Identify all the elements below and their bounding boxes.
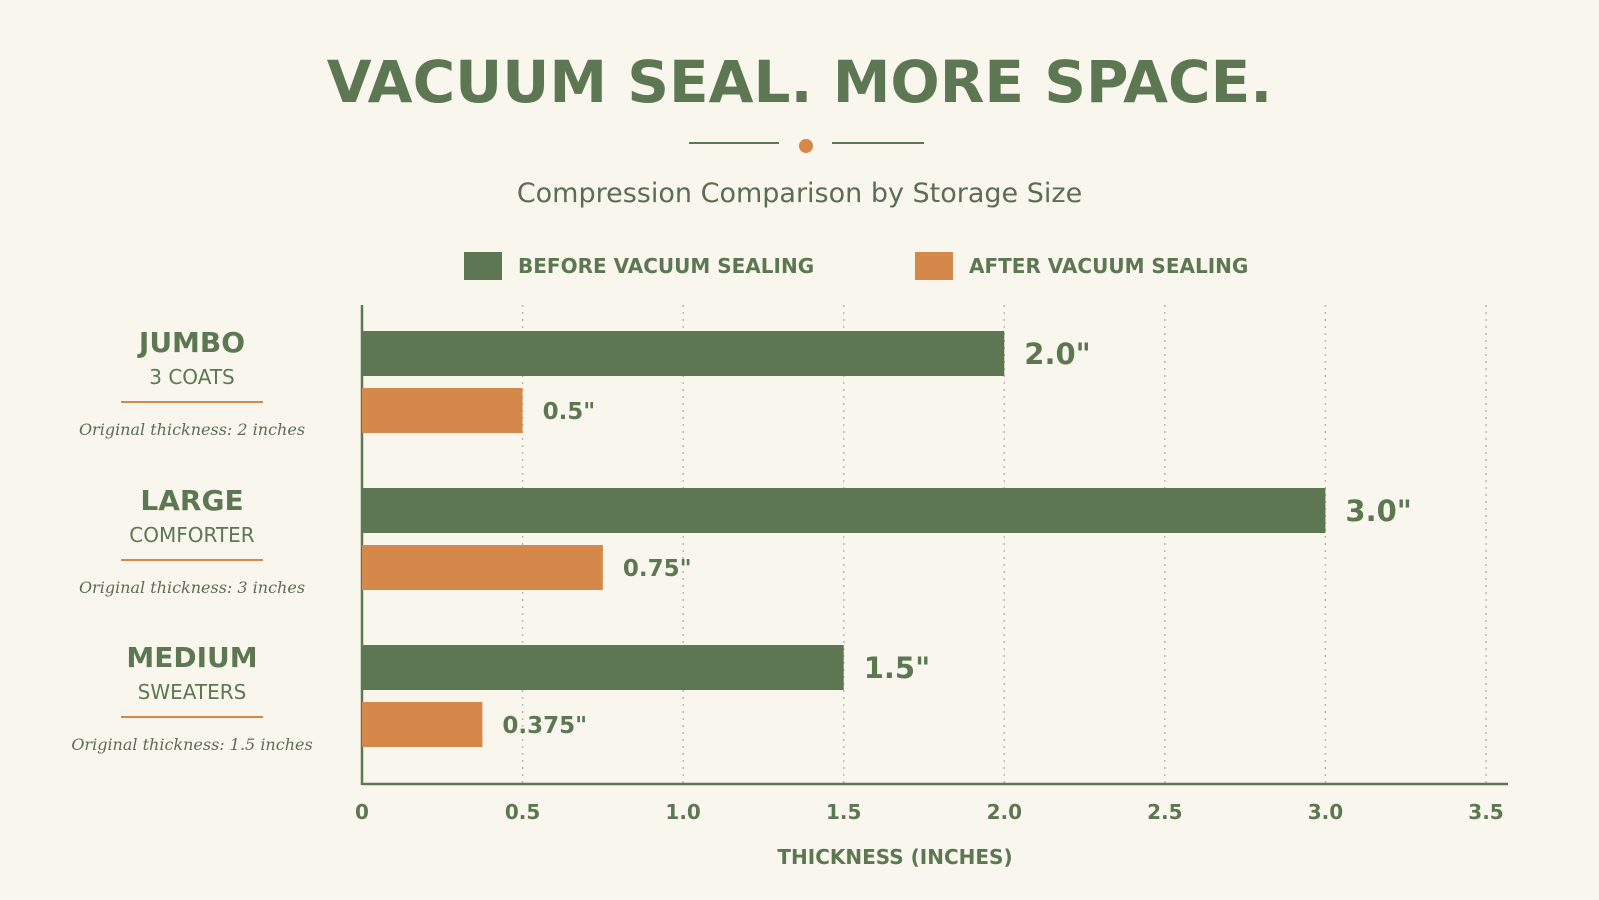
bar-after [362, 545, 603, 590]
category-note-large: Original thickness: 3 inches [78, 578, 306, 597]
category-name: LARGE [140, 484, 244, 517]
title-divider-left [689, 142, 779, 144]
category-note-medium: Original thickness: 1.5 inches [71, 735, 313, 754]
bar-after [362, 702, 483, 747]
x-tick-label: 3.0 [1308, 800, 1343, 824]
category-sub: 3 COATS [149, 365, 235, 389]
value-label-before: 2.0" [1024, 337, 1090, 371]
category-divider [121, 559, 263, 561]
bar-before [362, 645, 844, 690]
category-label-medium: MEDIUM SWEATERS [87, 642, 297, 718]
value-label-after: 0.5" [543, 399, 596, 425]
category-sub: COMFORTER [129, 523, 255, 547]
x-tick-label: 0 [355, 800, 369, 824]
value-label-after: 0.375" [502, 713, 587, 739]
category-divider [121, 401, 263, 403]
x-tick-label: 1.0 [665, 800, 700, 824]
legend-label-before: BEFORE VACUUM SEALING [518, 254, 815, 278]
legend-swatch-before [464, 252, 502, 280]
title-divider-dot [799, 139, 813, 153]
chart-subtitle: Compression Comparison by Storage Size [516, 178, 1083, 209]
x-axis-title: THICKNESS (INCHES) [777, 845, 1012, 869]
title-divider-right [832, 142, 924, 144]
bar-before [362, 331, 1005, 376]
legend-item-before: BEFORE VACUUM SEALING [464, 252, 814, 280]
x-tick-label: 2.0 [987, 800, 1022, 824]
legend-item-after: AFTER VACUUM SEALING [915, 252, 1248, 280]
category-label-jumbo: JUMBO 3 COATS [87, 327, 297, 403]
bar-after [362, 388, 523, 433]
category-label-large: LARGE COMFORTER [87, 485, 297, 561]
x-tick-label: 1.5 [826, 800, 861, 824]
category-sub: SWEATERS [137, 680, 247, 704]
x-tick-label: 3.5 [1468, 800, 1503, 824]
legend-swatch-after [915, 252, 953, 280]
category-note-jumbo: Original thickness: 2 inches [78, 420, 306, 439]
chart-title: VACUUM SEAL. MORE SPACE. [326, 48, 1273, 116]
value-label-after: 0.75" [623, 556, 692, 582]
category-divider [121, 716, 263, 718]
value-label-before: 3.0" [1345, 494, 1411, 528]
x-tick-label: 0.5 [505, 800, 540, 824]
category-name: JUMBO [138, 326, 246, 359]
value-label-before: 1.5" [864, 651, 930, 685]
x-tick-label: 2.5 [1147, 800, 1182, 824]
bar-before [362, 488, 1326, 533]
category-name: MEDIUM [126, 641, 258, 674]
legend-label-after: AFTER VACUUM SEALING [969, 254, 1249, 278]
